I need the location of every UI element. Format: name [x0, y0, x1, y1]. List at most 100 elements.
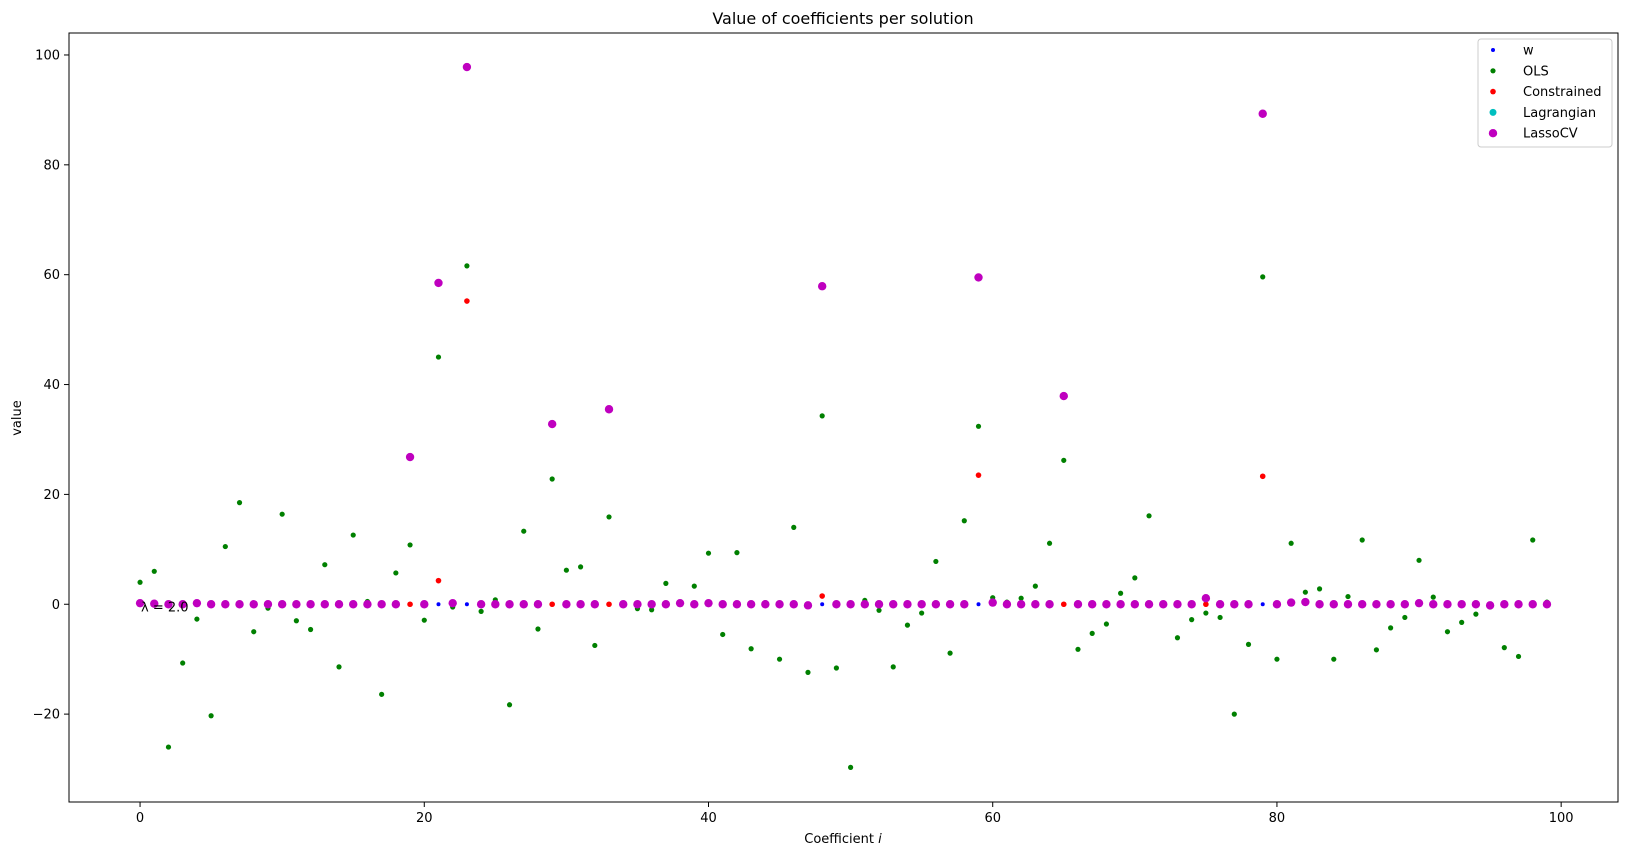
- data-point-lassocv: [960, 600, 969, 609]
- data-point-w: [976, 602, 981, 607]
- legend-entry-ols: OLS: [1523, 64, 1549, 79]
- legend-marker-lagrangian: [1489, 108, 1497, 116]
- data-point-ols: [1416, 557, 1422, 563]
- data-point-ols: [933, 558, 939, 565]
- data-point-lassocv: [690, 600, 699, 609]
- data-point-lassocv: [377, 600, 386, 609]
- data-point-ols: [791, 524, 797, 530]
- data-point-ols: [1061, 457, 1067, 463]
- data-point-lassocv: [988, 598, 997, 607]
- data-point-ols: [1075, 646, 1081, 652]
- axes-frame: [68, 32, 1619, 803]
- data-point-ols: [947, 650, 953, 656]
- data-point-lassocv: [1073, 600, 1083, 609]
- data-point-lassocv: [1358, 600, 1367, 609]
- data-point-ols: [592, 642, 598, 649]
- data-point-lassocv: [320, 600, 329, 609]
- data-point-ols: [194, 616, 200, 622]
- data-point-lassocv: [1244, 600, 1253, 609]
- data-point-ols: [1132, 575, 1138, 581]
- data-point-ols: [293, 618, 299, 624]
- data-point-lassocv: [178, 600, 187, 609]
- data-point-lassocv: [1130, 600, 1140, 609]
- data-point-ols: [1046, 540, 1053, 546]
- data-point-ols: [435, 354, 442, 360]
- data-point-ols: [251, 629, 257, 635]
- lambda-annotation: λ = 2.0: [141, 600, 189, 615]
- y-tick-label: 60: [43, 268, 60, 283]
- data-point-ols: [1316, 586, 1323, 592]
- data-point-ols: [1231, 711, 1237, 717]
- data-point-ols: [563, 567, 569, 573]
- data-point-ols: [1331, 656, 1337, 662]
- legend-marker-ols: [1490, 68, 1496, 74]
- data-point-ols: [1444, 629, 1451, 635]
- legend-entry-constrained: Constrained: [1523, 85, 1602, 100]
- data-point-ols: [1473, 611, 1479, 617]
- data-point-lassocv: [1471, 600, 1481, 609]
- data-point-lassocv: [718, 600, 727, 609]
- data-point-constrained: [549, 601, 555, 608]
- data-point-lassocv: [1542, 600, 1552, 609]
- legend: w OLS Constrained Lagrangian LassoCV: [1477, 38, 1613, 148]
- data-point-ols: [236, 500, 243, 506]
- data-point-lassocv: [277, 600, 287, 609]
- data-point-ols: [577, 564, 584, 570]
- data-point-lassocv: [576, 600, 585, 609]
- data-point-ols: [407, 542, 413, 548]
- data-point-w: [436, 602, 441, 607]
- data-point-lassocv: [150, 599, 159, 608]
- data-point-ols: [165, 744, 172, 750]
- data-point-ols: [833, 665, 839, 671]
- y-tick-label: 100: [35, 48, 60, 63]
- data-point-lassocv: [1500, 600, 1509, 609]
- data-point-ols: [848, 764, 854, 770]
- data-point-lassocv: [775, 600, 784, 609]
- data-point-lassocv: [1031, 600, 1040, 609]
- data-point-ols: [975, 423, 982, 429]
- data-point-constrained: [975, 472, 982, 478]
- data-point-ols: [1373, 647, 1380, 653]
- data-point-constrained: [606, 601, 612, 608]
- data-point-lassocv: [860, 600, 870, 609]
- y-tick-label: −20: [33, 708, 60, 723]
- data-point-w: [820, 602, 825, 607]
- x-tick-label: 0: [136, 811, 144, 826]
- legend-entry-lassocv: LassoCV: [1523, 127, 1578, 142]
- data-point-lassocv: [661, 600, 671, 609]
- data-point-ols: [961, 518, 967, 524]
- data-point-ols: [222, 543, 228, 550]
- data-point-lassocv: [391, 600, 401, 609]
- data-point-lassocv: [1016, 600, 1026, 609]
- data-point-ols: [919, 610, 925, 616]
- data-point-lassocv: [832, 600, 841, 609]
- data-point-lassocv: [1457, 600, 1466, 609]
- data-point-ols: [322, 562, 328, 568]
- data-point-ols: [1345, 593, 1351, 600]
- data-point-ols: [1530, 537, 1536, 543]
- data-point-w: [1260, 602, 1265, 607]
- data-point-lassocv: [1116, 600, 1125, 609]
- data-point-lassocv: [619, 600, 628, 609]
- data-point-constrained: [1259, 473, 1266, 480]
- x-tick-label: 100: [1549, 811, 1574, 826]
- data-point-lassocv: [1144, 600, 1154, 609]
- data-point-lassocv: [547, 419, 557, 429]
- data-point-lassocv: [1372, 600, 1381, 609]
- data-point-lassocv: [1414, 598, 1424, 608]
- data-point-ols: [1515, 653, 1522, 660]
- data-point-ols: [393, 570, 399, 576]
- data-point-lassocv: [604, 405, 614, 414]
- data-point-lassocv: [789, 600, 798, 609]
- data-point-ols: [1203, 610, 1209, 616]
- data-point-w: [464, 602, 469, 607]
- data-point-ols: [1501, 645, 1507, 651]
- x-tick-label: 60: [984, 811, 1001, 826]
- data-point-ols: [663, 580, 669, 586]
- data-point-lassocv: [1386, 600, 1395, 609]
- data-point-lassocv: [206, 600, 216, 609]
- data-point-lassocv: [1485, 601, 1495, 610]
- data-point-lassocv: [1187, 600, 1196, 609]
- data-point-ols: [1260, 274, 1266, 280]
- data-point-lassocv: [846, 600, 855, 609]
